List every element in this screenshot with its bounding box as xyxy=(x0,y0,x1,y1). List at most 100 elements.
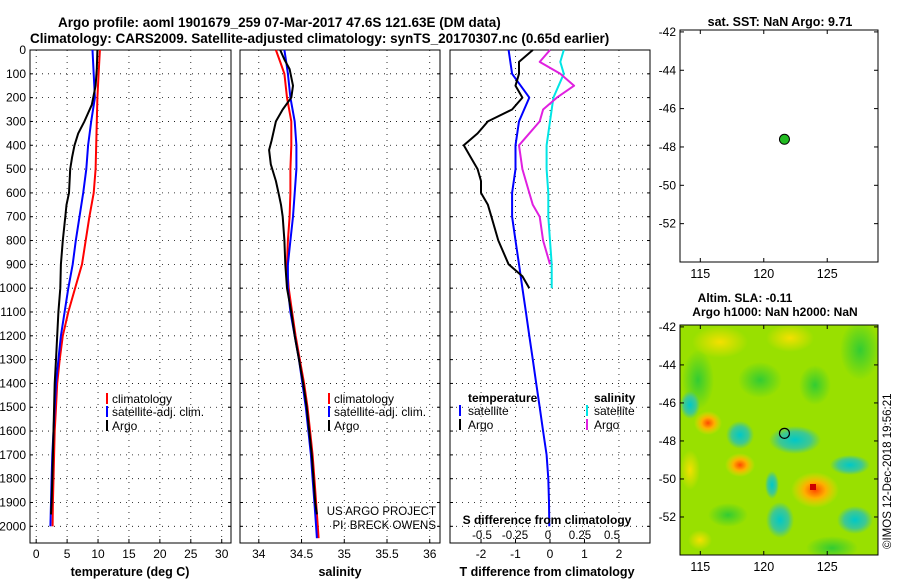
temperature-panel: 0100200300400500600700800900100011001200… xyxy=(0,43,232,579)
temperature-panel-frame xyxy=(29,49,232,544)
sst-map-frame xyxy=(679,29,879,263)
tick-label-x: 10 xyxy=(91,547,105,561)
tick-label-depth: 100 xyxy=(6,67,26,81)
tick-label-x: 0 xyxy=(547,547,554,561)
tick-label-lon: 125 xyxy=(817,560,838,574)
tick-label-depth: 900 xyxy=(6,257,26,271)
s-tick: 0 xyxy=(545,530,551,542)
difference-panel: -2 -1 0 1 2 temperature satellite Argo salin… xyxy=(449,49,651,579)
tick-label-lon: 115 xyxy=(690,560,710,574)
t-difference-axis-ticks: -2 -1 0 1 2 xyxy=(476,539,623,561)
tick-label-depth: 2000 xyxy=(0,519,26,533)
tick-label-x: 1 xyxy=(581,547,588,561)
legend-swatch-satellite xyxy=(328,406,330,417)
title-line-2: Climatology: CARS2009. Satellite-adjuste… xyxy=(30,31,609,46)
argo-position-marker xyxy=(778,427,791,439)
tick-label-lat: -50 xyxy=(659,472,677,486)
salinity-axis-ticks: 34 34.5 35 35.5 36 xyxy=(252,539,437,561)
tick-label-x: 35.5 xyxy=(375,547,399,561)
series-line-argo xyxy=(268,49,318,515)
legend-label-temp-argo: Argo xyxy=(468,418,494,432)
salinity-axis-label: salinity xyxy=(318,565,361,579)
tick-label-depth: 0 xyxy=(19,43,26,57)
legend-swatch-temp-satellite xyxy=(459,405,461,416)
tick-label-x: 34.5 xyxy=(290,547,314,561)
legend-swatch-sal-satellite xyxy=(586,405,588,416)
tick-label-depth: 1400 xyxy=(0,376,26,390)
tick-label-lat: -52 xyxy=(659,510,677,524)
sla-map-points xyxy=(778,427,791,439)
temperature-axis-label: temperature (deg C) xyxy=(71,565,190,579)
s-tick: 0.25 xyxy=(569,530,591,542)
sst-map-panel: sat. SST: NaN Argo: 9.71 -42 -44 -46 -48 -50… xyxy=(659,15,879,281)
tick-label-lat: -50 xyxy=(659,178,677,192)
tick-label-depth: 1700 xyxy=(0,448,26,462)
tick-label-lat: -46 xyxy=(659,396,677,410)
tick-label-lat: -42 xyxy=(659,320,677,334)
tick-label-lon: 115 xyxy=(690,267,710,281)
s-tick: -0.25 xyxy=(502,530,528,542)
sla-map-panel: Altim. SLA: -0.11 Argo h1000: NaN h2000:… xyxy=(659,291,879,574)
tick-label-lon: 120 xyxy=(753,267,774,281)
tick-label-depth: 1600 xyxy=(0,424,26,438)
series-line-temperature-argo xyxy=(462,49,534,289)
salinity-grid xyxy=(240,49,440,543)
tick-label-x: -2 xyxy=(476,547,487,561)
series-line-salinity-argo xyxy=(518,49,576,265)
legend-swatch-climatology xyxy=(328,393,330,404)
tick-label-x: 34 xyxy=(252,547,266,561)
tick-label-x: 2 xyxy=(616,547,623,561)
tick-label-lat: -44 xyxy=(659,358,677,372)
sst-map-points xyxy=(778,133,790,145)
difference-grid xyxy=(450,49,650,543)
tick-label-x: 20 xyxy=(153,547,167,561)
salinity-panel-frame xyxy=(239,49,441,544)
salinity-panel: 34 34.5 35 35.5 36 climatology satellite-adj… xyxy=(239,49,441,579)
legend-swatch-argo xyxy=(328,420,330,431)
legend-label-climatology: climatology xyxy=(334,392,394,406)
salinity-profiles xyxy=(268,49,320,539)
tick-label-lon: 125 xyxy=(817,267,838,281)
series-line-argo xyxy=(50,49,99,515)
tick-label-depth: 200 xyxy=(6,91,26,105)
s-tick: -0.5 xyxy=(472,530,492,542)
credit-line-1: US ARGO PROJECT xyxy=(327,506,436,518)
legend-label-argo: Argo xyxy=(112,419,138,433)
series-line-temperature-satellite xyxy=(507,49,551,527)
legend-label-sal-satellite: satellite xyxy=(594,404,635,418)
tick-label-lat: -48 xyxy=(659,140,677,154)
tick-label-depth: 600 xyxy=(6,186,26,200)
s-tick: 0.5 xyxy=(604,530,620,542)
tick-label-x: 35 xyxy=(338,547,352,561)
legend-label-argo: Argo xyxy=(334,419,360,433)
sla-map-axis-ticks: -42 -44 -46 -48 -50 -52 115 120 125 xyxy=(659,320,878,574)
t-difference-axis-label: T difference from climatology xyxy=(459,565,634,579)
series-line-salinity-satellite xyxy=(545,49,565,289)
sst-map-axis-ticks: -42 -44 -46 -48 -50 -52 115 120 125 xyxy=(659,25,878,281)
difference-legend: temperature satellite Argo salinity sate… xyxy=(459,391,636,432)
tick-label-depth: 1000 xyxy=(0,281,26,295)
tick-label-depth: 400 xyxy=(6,138,26,152)
tick-label-x: 5 xyxy=(64,547,71,561)
temperature-legend: climatology satellite-adj. clim. Argo xyxy=(106,392,204,433)
tick-label-depth: 800 xyxy=(6,234,26,248)
legend-title-temperature: temperature xyxy=(468,391,538,405)
sla-map-title-1: Altim. SLA: -0.11 xyxy=(698,291,793,305)
legend-label-climatology: climatology xyxy=(112,392,172,406)
tick-label-x: 15 xyxy=(122,547,136,561)
tick-label-x: 25 xyxy=(184,547,198,561)
credit-line-2: PI: BRECK OWENS xyxy=(332,520,436,532)
salinity-legend: climatology satellite-adj. clim. Argo xyxy=(328,392,426,433)
tick-label-lat: -48 xyxy=(659,434,677,448)
legend-swatch-argo xyxy=(106,420,108,431)
tick-label-lat: -44 xyxy=(659,63,677,77)
legend-label-sal-argo: Argo xyxy=(594,418,620,432)
tick-label-lat: -52 xyxy=(659,217,677,231)
tick-label-depth: 700 xyxy=(6,210,26,224)
series-line-climatology xyxy=(51,49,101,527)
title-line-1: Argo profile: aoml 1901679_259 07-Mar-20… xyxy=(58,15,501,30)
tick-label-lat: -46 xyxy=(659,102,677,116)
temperature-profiles xyxy=(49,49,101,527)
s-difference-ticks: -0.5 -0.25 0 0.25 0.5 xyxy=(472,530,620,542)
